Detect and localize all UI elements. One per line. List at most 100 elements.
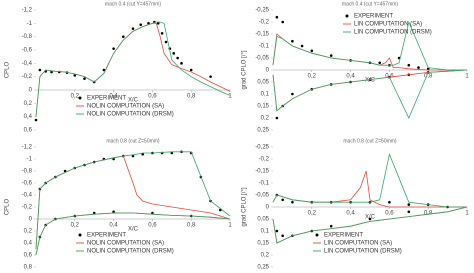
x-tick-label: 0,6	[385, 211, 394, 217]
panel: mach 0.4 (cut Y=457mm) CPLO -1,2 -1 -0,8 -0,6…	[5, 1, 233, 133]
panel: mach 0.4 (cut Y=457mm) grad CPLO [/°] -0,2…	[242, 1, 470, 133]
y-tick-label: -0,2	[259, 157, 270, 163]
data-point	[112, 210, 115, 214]
x-tick-label: 0,8	[187, 94, 196, 100]
x-tick-label: 0,4	[346, 74, 355, 80]
data-point	[38, 68, 42, 72]
data-point	[281, 234, 285, 238]
data-point	[141, 152, 144, 156]
y-tick-label: -0,8	[22, 169, 33, 175]
data-point	[160, 32, 164, 35]
chart-title: mach 0.8 (cut Z=50mm)	[106, 138, 160, 144]
y-tick-label: 0,8	[24, 265, 33, 271]
data-point	[281, 20, 285, 24]
data-point	[176, 56, 179, 60]
y-axis-label: CPLO	[5, 62, 11, 79]
legend-symbol	[78, 96, 82, 100]
x-tick-label: 0,8	[424, 74, 433, 80]
y-tick-label: 0,6	[24, 253, 33, 259]
y-tick-label: 0,25	[257, 128, 269, 134]
legend-label: EXPERIMENT	[87, 96, 126, 102]
y-tick-label: 0,05	[257, 217, 269, 223]
y-tick-label: -0,1	[259, 44, 270, 50]
y-tick-label: -0,25	[255, 145, 269, 151]
data-point	[407, 63, 411, 67]
legend-label: NOLIN COMPUTATION (DRSM)	[87, 112, 174, 118]
data-point	[34, 118, 38, 122]
y-tick-label: -1,2	[22, 8, 33, 14]
data-point	[329, 224, 333, 228]
y-tick-label: -1,2	[22, 145, 33, 151]
y-tick-label: 0,15	[257, 241, 269, 247]
data-point	[426, 67, 430, 71]
x-tick-label: 0,4	[109, 94, 118, 100]
x-tick-label: 1	[465, 74, 469, 80]
x-tick-label: 1	[228, 94, 232, 100]
data-point	[156, 22, 160, 25]
panel: mach 0.8 (cut Z=50mm) grad CPLO [/°] -0,25…	[242, 138, 470, 270]
x-tick-label: 0,8	[187, 223, 196, 229]
data-point	[83, 77, 86, 80]
y-axis-label: grad CPLO [/°]	[242, 187, 248, 226]
chart-title: mach 0.4 (cut Y=457mm)	[342, 1, 399, 7]
x-axis-label: X/C	[365, 215, 376, 221]
data-point	[102, 68, 106, 72]
x-tick-label: 0,6	[148, 223, 157, 229]
chart-title: mach 0.4 (cut Y=457mm)	[105, 1, 162, 7]
y-tick-label: 0,2	[24, 229, 33, 235]
x-tick-label: 0,4	[109, 223, 118, 229]
data-point	[122, 35, 125, 38]
y-tick-label: -1	[27, 21, 33, 27]
y-tick-label: -0,8	[22, 34, 33, 40]
y-tick-label: -0,2	[259, 20, 270, 26]
x-axis-label: X/C	[128, 227, 139, 233]
y-tick-label: 0,15	[257, 104, 269, 110]
data-point	[209, 75, 212, 78]
legend-label: LIN COMPUTATION (DRSM)	[324, 249, 402, 255]
y-axis-label: grad CPLO [/°]	[242, 50, 248, 89]
data-point	[275, 15, 279, 19]
data-point	[50, 70, 53, 74]
legend-symbol	[315, 233, 319, 237]
y-tick-label: -0,05	[255, 193, 269, 199]
y-tick-label: 0	[29, 88, 33, 94]
y-tick-label: -0,6	[22, 48, 33, 54]
legend-label: NOLIN COMPUTATION (SA)	[87, 241, 164, 247]
series-line	[272, 152, 468, 244]
y-tick-label: 0,4	[24, 114, 33, 120]
x-axis-label: X/C	[128, 98, 139, 104]
legend-label: NOLIN COMPUTATION (DRSM)	[87, 249, 174, 255]
data-point	[300, 44, 304, 48]
data-point	[310, 49, 314, 53]
legend-label: EXPERIMENT	[324, 233, 363, 239]
legend-label: LIN COMPUTATION (SA)	[324, 241, 392, 247]
series-line	[35, 21, 231, 117]
y-tick-label: -0,2	[22, 74, 33, 80]
data-point	[189, 68, 193, 72]
x-tick-label: 0,2	[71, 223, 80, 229]
y-axis-label: CPLO	[5, 199, 11, 216]
data-point	[92, 211, 96, 215]
data-point	[180, 62, 183, 65]
data-point	[131, 27, 135, 30]
y-tick-label: -0,05	[255, 56, 269, 62]
data-point	[164, 40, 168, 44]
y-tick-label: 0,1	[261, 92, 270, 98]
x-tick-label: 0,2	[308, 211, 317, 217]
y-tick-label: -0,25	[255, 8, 269, 14]
data-point	[131, 154, 135, 158]
legend-label: LIN COMPUTATION (SA)	[354, 22, 422, 28]
y-tick-label: 0,05	[257, 80, 269, 86]
y-tick-label: 0	[266, 205, 270, 211]
legend-label: LIN COMPUTATION (DRSM)	[354, 30, 432, 36]
data-point	[378, 61, 382, 65]
panel: mach 0.8 (cut Z=50mm) CPLO -1,2 -1 -0,8 -0,6 -…	[5, 138, 233, 270]
y-tick-label: 0,6	[24, 128, 33, 134]
data-point	[407, 210, 411, 214]
data-point	[63, 169, 67, 173]
y-tick-label: -0,15	[255, 169, 269, 175]
data-point	[329, 54, 333, 57]
data-point	[147, 22, 150, 25]
